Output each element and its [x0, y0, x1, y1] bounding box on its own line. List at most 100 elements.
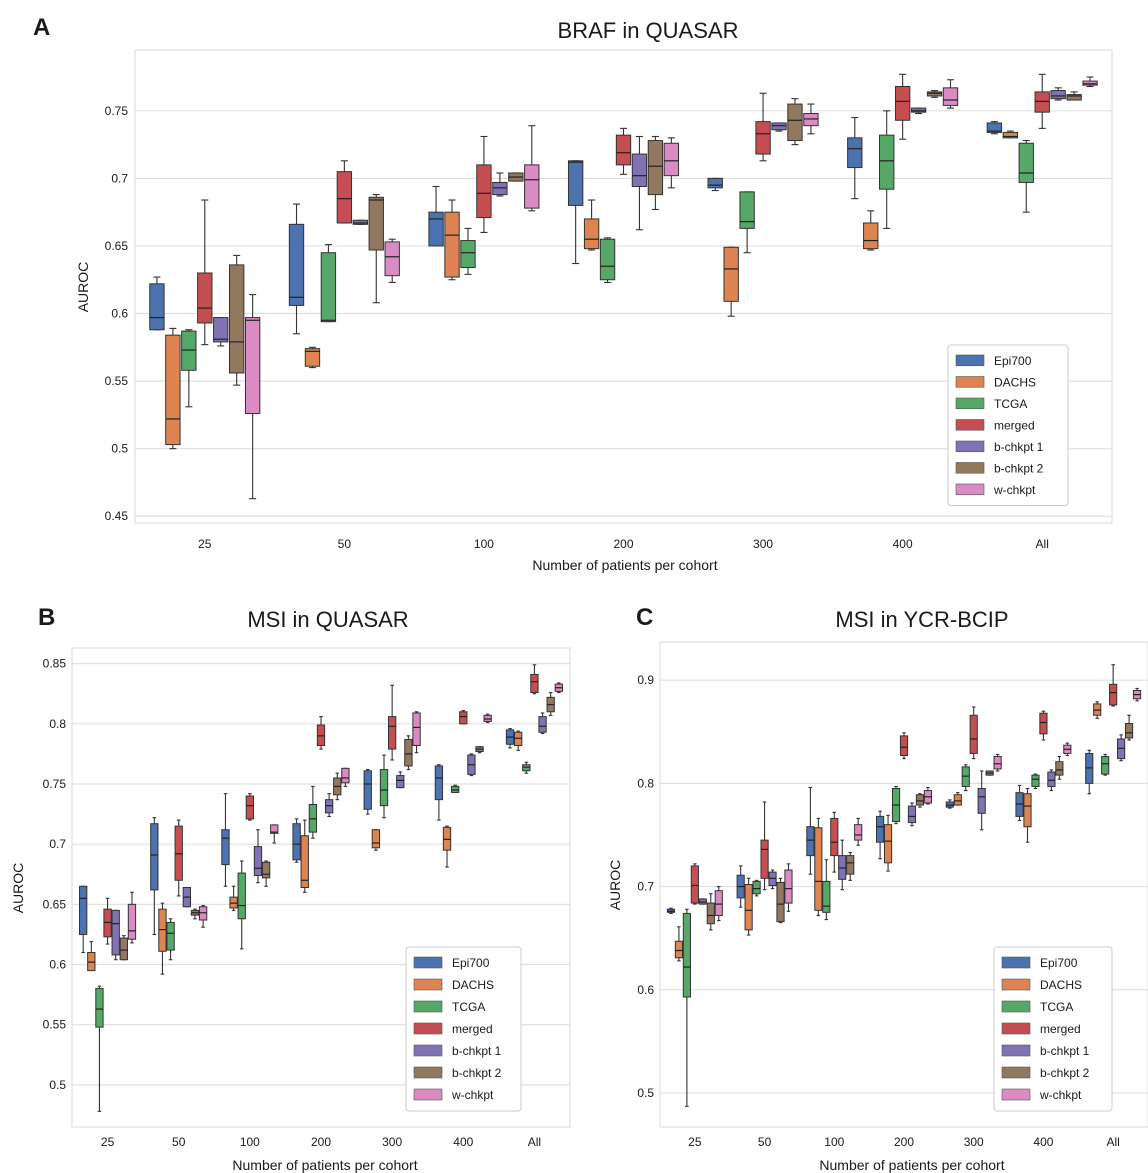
box	[822, 880, 831, 913]
panel-letter: B	[38, 604, 55, 631]
box	[352, 219, 368, 225]
box	[1018, 142, 1034, 183]
box	[79, 885, 88, 935]
legend-swatch	[955, 440, 985, 453]
box	[412, 712, 421, 746]
box	[846, 855, 855, 875]
legend-label: DACHS	[994, 375, 1036, 389]
y-tick-label: 0.75	[43, 777, 67, 791]
box	[292, 823, 301, 861]
box	[538, 716, 547, 733]
legend-swatch	[955, 354, 985, 367]
legend-swatch	[1001, 1066, 1031, 1079]
box	[514, 731, 523, 746]
box	[253, 846, 263, 876]
box	[674, 940, 684, 959]
y-tick-label: 0.5	[49, 1078, 66, 1092]
x-tick-label: 200	[613, 537, 633, 551]
x-tick-label: 300	[382, 1135, 402, 1149]
legend-swatch	[413, 1066, 443, 1079]
y-axis-label: AUROC	[607, 860, 623, 911]
box	[663, 142, 680, 177]
box	[953, 794, 962, 806]
box	[907, 805, 917, 824]
y-tick-label: 0.5	[111, 442, 128, 456]
box	[1047, 771, 1056, 787]
box	[336, 171, 353, 224]
panel-b: 0.5 0.55 0.6 0.65 0.7 0.75 0.8 0.85 25 50 100 200 30…	[10, 604, 571, 1173]
box	[379, 769, 389, 807]
legend-swatch	[1001, 978, 1031, 991]
box	[723, 246, 739, 302]
box	[647, 140, 664, 196]
y-tick-label: 0.8	[49, 717, 66, 731]
x-tick-label: 50	[338, 537, 352, 551]
box	[752, 880, 761, 895]
legend-label: Epi700	[994, 354, 1032, 368]
y-tick-label: 0.9	[637, 673, 654, 687]
box	[384, 241, 400, 277]
panel-a: 0.45 0.5 0.55 0.6 0.65 0.7 0.75 25 50 100 200 300 40…	[33, 14, 1113, 573]
box	[942, 87, 959, 106]
box	[149, 283, 165, 331]
box	[1034, 91, 1050, 113]
box	[1031, 774, 1040, 787]
y-tick-label: 0.6	[637, 983, 654, 997]
box	[771, 122, 787, 131]
box	[404, 738, 413, 767]
box	[1082, 80, 1098, 86]
chart-title: MSI in YCR-BCIP	[835, 607, 1008, 632]
x-axis-label: Number of patients per cohort	[232, 1157, 417, 1173]
legend-label: TCGA	[994, 397, 1027, 411]
box	[830, 817, 839, 857]
box	[524, 164, 540, 209]
box	[1066, 94, 1082, 101]
box	[363, 770, 372, 810]
box	[181, 330, 197, 371]
box	[244, 317, 261, 415]
box	[434, 765, 444, 801]
chart-title: MSI in QUASAR	[247, 607, 408, 632]
box	[814, 827, 823, 911]
box	[847, 137, 863, 169]
panel-letter: C	[636, 604, 653, 631]
x-tick-label: 50	[172, 1135, 186, 1149]
legend-swatch	[1001, 956, 1031, 969]
box	[1124, 723, 1134, 739]
box	[784, 869, 793, 904]
box	[567, 160, 584, 206]
box	[87, 951, 96, 972]
legend-swatch	[1001, 1088, 1031, 1101]
box	[776, 881, 785, 923]
x-tick-label: 300	[964, 1135, 984, 1149]
box	[803, 113, 819, 127]
box	[387, 716, 397, 750]
x-tick-label: 200	[311, 1135, 331, 1149]
box	[1050, 90, 1066, 100]
legend-label: b-chkpt 1	[1040, 1044, 1090, 1058]
box	[894, 85, 911, 121]
x-axis-label: Number of patients per cohort	[532, 557, 717, 573]
box	[261, 861, 271, 879]
box	[300, 835, 309, 888]
x-tick-label: 100	[240, 1135, 260, 1149]
box	[229, 896, 238, 909]
legend-label: merged	[452, 1022, 493, 1036]
legend-label: TCGA	[452, 1000, 485, 1014]
box	[396, 775, 405, 789]
box	[483, 714, 492, 722]
legend-label: b-chkpt 1	[994, 440, 1044, 454]
legend-label: TCGA	[1040, 1000, 1073, 1014]
box	[879, 134, 895, 190]
x-tick-label: 100	[824, 1135, 844, 1149]
legend-label: DACHS	[1040, 978, 1082, 992]
box	[599, 238, 616, 281]
box	[910, 107, 927, 113]
y-tick-label: 0.7	[637, 880, 654, 894]
box	[270, 824, 279, 834]
box	[103, 908, 112, 938]
x-tick-label: 25	[688, 1135, 702, 1149]
box	[198, 906, 208, 921]
x-tick-label: All	[1106, 1135, 1119, 1149]
legend-label: b-chkpt 2	[1040, 1066, 1090, 1080]
